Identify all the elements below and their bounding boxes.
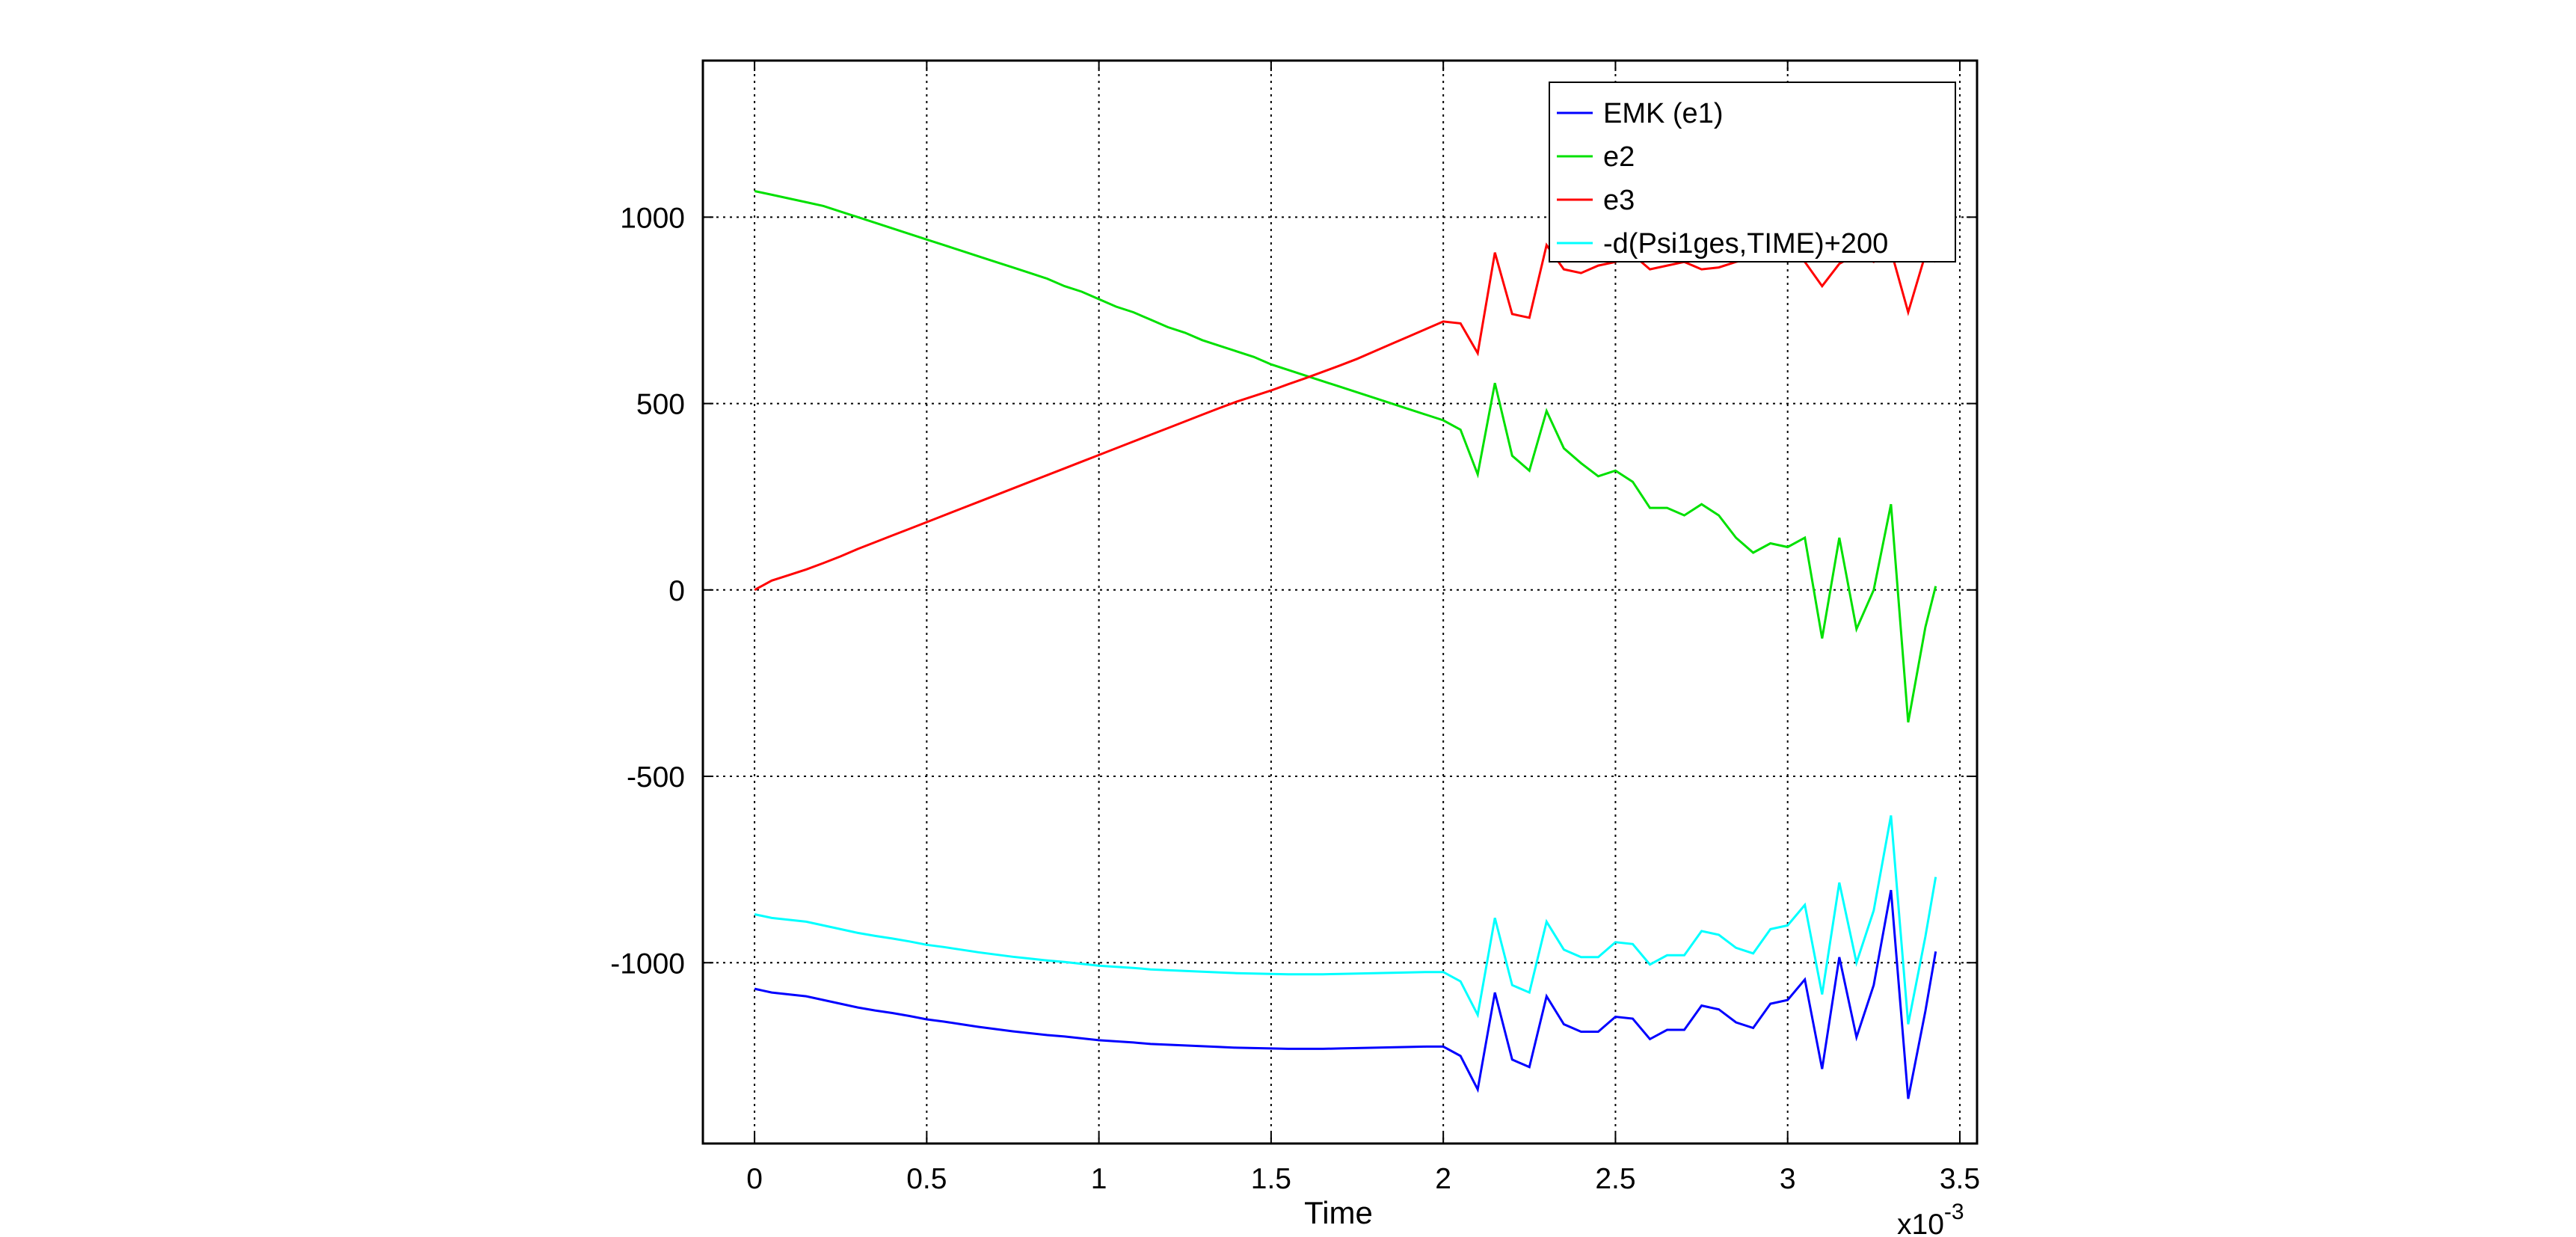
grid-lines — [703, 61, 1977, 1144]
x-tick-label: 0.5 — [906, 1163, 947, 1195]
x-axis-scale-factor: x10-3 — [1897, 1200, 1964, 1237]
x-axis-scale-exponent: -3 — [1944, 1200, 1964, 1224]
legend-label: EMK (e1) — [1603, 98, 1723, 129]
x-axis-scale-base: x10 — [1897, 1209, 1944, 1237]
axis-ticks — [703, 61, 1977, 1144]
series-line-2 — [754, 190, 1937, 723]
series-line-1 — [754, 889, 1937, 1099]
legend-label: -d(Psi1ges,TIME)+200 — [1603, 228, 1888, 260]
legend-label: e3 — [1603, 185, 1635, 216]
legend-box — [1549, 82, 1956, 263]
x-tick-label: 0 — [746, 1163, 763, 1195]
y-tick-label: 500 — [636, 389, 685, 421]
legend-label: e2 — [1603, 141, 1635, 173]
x-tick-labels: 0 0.5 1 1.5 2 2.5 3 3.5 — [746, 1163, 1980, 1195]
series-line-4 — [754, 815, 1937, 1025]
y-tick-labels: -1000 -500 0 500 1000 — [610, 202, 685, 980]
legend: EMK (e1) e2 e3 -d(Psi1ges,TIME)+200 — [1549, 82, 1956, 263]
x-tick-label: 3.5 — [1940, 1163, 1980, 1195]
y-tick-label: -500 — [627, 761, 685, 794]
x-tick-label: 2 — [1435, 1163, 1451, 1195]
series-line-3 — [754, 242, 1937, 592]
legend-items: EMK (e1) e2 e3 -d(Psi1ges,TIME)+200 — [1557, 98, 1888, 260]
y-tick-label: 0 — [668, 575, 685, 607]
x-tick-label: 1.5 — [1251, 1163, 1291, 1195]
y-tick-label: 1000 — [620, 202, 685, 234]
x-tick-label: 3 — [1780, 1163, 1796, 1195]
x-axis-title: Time — [1304, 1195, 1373, 1230]
plot-area-frame — [701, 59, 1979, 1145]
x-tick-label: 2.5 — [1595, 1163, 1635, 1195]
x-tick-label: 1 — [1091, 1163, 1107, 1195]
y-tick-label: -1000 — [610, 948, 685, 980]
